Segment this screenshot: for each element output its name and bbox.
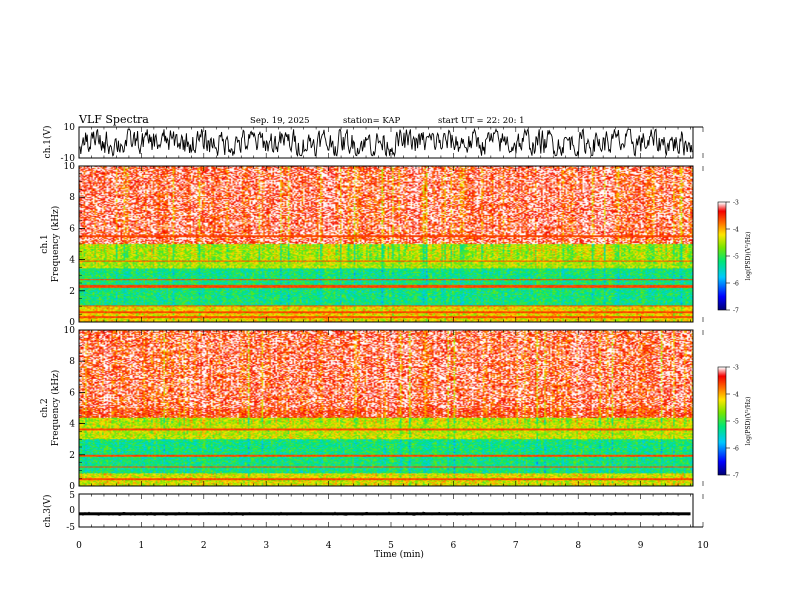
time-tick-label: 10 [697,541,709,551]
ch3-waveform-trace [78,511,690,517]
freq-tick-label: 6 [69,388,75,398]
time-tick-label: 8 [575,541,581,551]
freq-tick-label: 4 [69,256,75,266]
ch1-wave-ytick-bottom: -10 [61,154,76,164]
ch1-colorbar-ticks: -3 -4 -5 -6 -7 [726,200,739,315]
time-tick-label: 6 [451,541,457,551]
ch3-waveform-frame [78,493,694,528]
freq-tick-label: 10 [64,162,76,172]
ch1-spectrogram-panel: 10 8 6 4 2 0 ch.1 Frequency (kHz) [40,162,694,328]
ch3-ytick-bottom: -5 [66,523,75,533]
colorbar-tick-label: -7 [733,308,739,315]
ch1-wave-ytick-top: 10 [64,123,76,133]
time-axis-ticks [78,126,704,528]
ch2-spec-ylabel-channel: ch.2 [40,398,50,417]
ch1-wave-ylabel: ch.1(V) [42,126,53,159]
ch1-spec-ylabel-frequency: Frequency (kHz) [50,206,61,283]
time-tick-label: 3 [263,541,269,551]
ch1-spec-yticks: 10 8 6 4 2 0 [64,162,85,328]
ch3-ylabel: ch.3(V) [42,495,53,528]
freq-tick-label: 2 [69,287,75,297]
freq-tick-label: 6 [69,224,75,234]
time-tick-label: 5 [388,541,394,551]
colorbar-tick-label: -6 [733,446,739,453]
time-tick-label: 4 [326,541,332,551]
ch2-spectrogram-image [79,330,693,486]
freq-tick-label: 10 [64,326,76,336]
ch1-spec-ylabel-channel: ch.1 [40,234,50,253]
figure-title: VLF Spectra [78,113,149,126]
ch2-colorbar-label: log(PSD)(V²/Hz) [745,397,752,446]
ch1-waveform-panel: 10 -10 ch.1(V) [42,123,694,164]
freq-tick-label: 0 [69,318,75,328]
freq-tick-label: 0 [69,482,75,492]
ch1-waveform-frame [78,126,694,159]
ch2-spec-yticks: 10 8 6 4 2 0 [64,326,85,492]
ch3-ytick-mid: 0 [69,506,75,516]
time-tick-label: 2 [201,541,207,551]
colorbar-tick-label: -3 [733,365,739,372]
colorbar-tick-label: -4 [733,227,739,234]
freq-tick-label: 4 [69,420,75,430]
ch1-colorbar-gradient [718,202,726,310]
ch2-colorbar-gradient [718,367,726,475]
ch3-ytick-top: 5 [69,491,75,501]
time-axis-label: Time (min) [374,549,424,560]
time-tick-label: 7 [513,541,519,551]
ch2-spec-ylabel-frequency: Frequency (kHz) [50,370,61,447]
freq-tick-label: 8 [69,357,75,367]
time-axis-tick-labels: 0 1 2 3 4 5 6 7 8 9 10 [76,541,709,551]
ch1-colorbar-label: log(PSD)(V²/Hz) [745,232,752,281]
colorbar-tick-label: -7 [733,473,739,480]
colorbar-tick-label: -4 [733,392,739,399]
time-tick-label: 9 [638,541,644,551]
date-text: Sep. 19, 2025 [250,116,310,126]
time-tick-label: 1 [139,541,145,551]
station-text: station= KAP [343,116,401,126]
colorbar-tick-label: -5 [733,254,739,261]
start-time-text: start UT = 22: 20: 1 [438,116,525,126]
ch3-waveform-band [79,512,691,516]
ch1-waveform-trace [79,127,693,158]
ch2-spectrogram-panel: 10 8 6 4 2 0 ch.2 Frequency (kHz) [40,326,694,492]
freq-tick-label: 8 [69,193,75,203]
ch2-colorbar-ticks: -3 -4 -5 -6 -7 [726,365,739,480]
ch2-colorbar: -3 -4 -5 -6 -7 log(PSD)(V²/Hz) [717,365,752,480]
time-tick-label: 0 [76,541,82,551]
ch1-colorbar: -3 -4 -5 -6 -7 log(PSD)(V²/Hz) [717,200,752,315]
colorbar-tick-label: -3 [733,200,739,207]
freq-tick-label: 2 [69,451,75,461]
ch1-spectrogram-image [79,166,693,322]
colorbar-tick-label: -6 [733,281,739,288]
colorbar-tick-label: -5 [733,419,739,426]
